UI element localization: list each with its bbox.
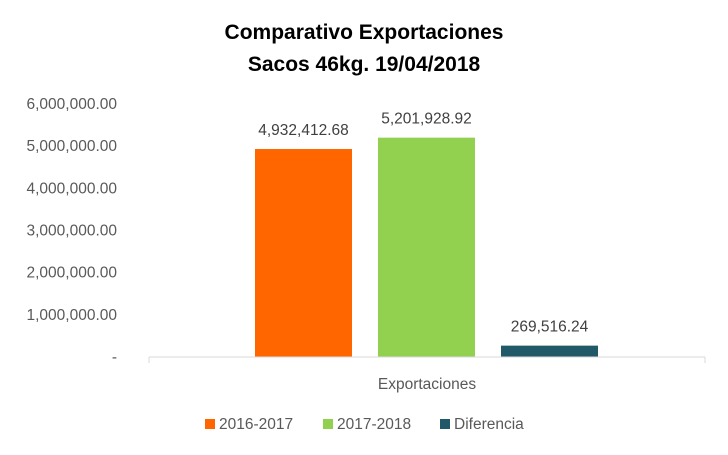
- legend-label: Diferencia: [454, 416, 524, 433]
- y-axis-tick-label: 1,000,000.00: [26, 307, 117, 324]
- chart-title-line-2: Sacos 46kg. 19/04/2018: [248, 53, 481, 76]
- legend-swatch: [440, 419, 450, 429]
- bar-2017-2018: [378, 137, 475, 357]
- bar-2016-2017: [255, 149, 352, 357]
- bar-diferencia: [501, 345, 598, 357]
- legend-swatch: [323, 419, 333, 429]
- chart-title: Comparativo Exportaciones Sacos 46kg. 19…: [225, 21, 504, 76]
- legend: 2016-2017 2017-2018 Diferencia: [205, 416, 524, 433]
- y-axis-tick-label: 2,000,000.00: [26, 265, 117, 282]
- data-label: 5,201,928.92: [381, 111, 472, 128]
- bar-series-group: [255, 137, 598, 357]
- y-axis-tick-label: 3,000,000.00: [26, 223, 117, 240]
- y-axis-tick-label: 5,000,000.00: [26, 138, 117, 155]
- y-axis-tick-label: 4,000,000.00: [26, 180, 117, 197]
- legend-swatch: [205, 419, 215, 429]
- data-label: 4,932,412.68: [258, 122, 349, 139]
- x-axis-category-label: Exportaciones: [378, 376, 476, 393]
- chart-title-line-1: Comparativo Exportaciones: [225, 21, 504, 44]
- data-label: 269,516.24: [511, 319, 589, 336]
- y-axis-tick-label: -: [112, 349, 117, 366]
- y-axis-tick-label: 6,000,000.00: [26, 96, 117, 113]
- legend-label: 2017-2018: [337, 416, 411, 433]
- legend-label: 2016-2017: [219, 416, 293, 433]
- data-label-group: 4,932,412.68 5,201,928.92 269,516.24: [258, 111, 588, 336]
- y-axis: - 1,000,000.00 2,000,000.00 3,000,000.00 4,0…: [26, 96, 117, 366]
